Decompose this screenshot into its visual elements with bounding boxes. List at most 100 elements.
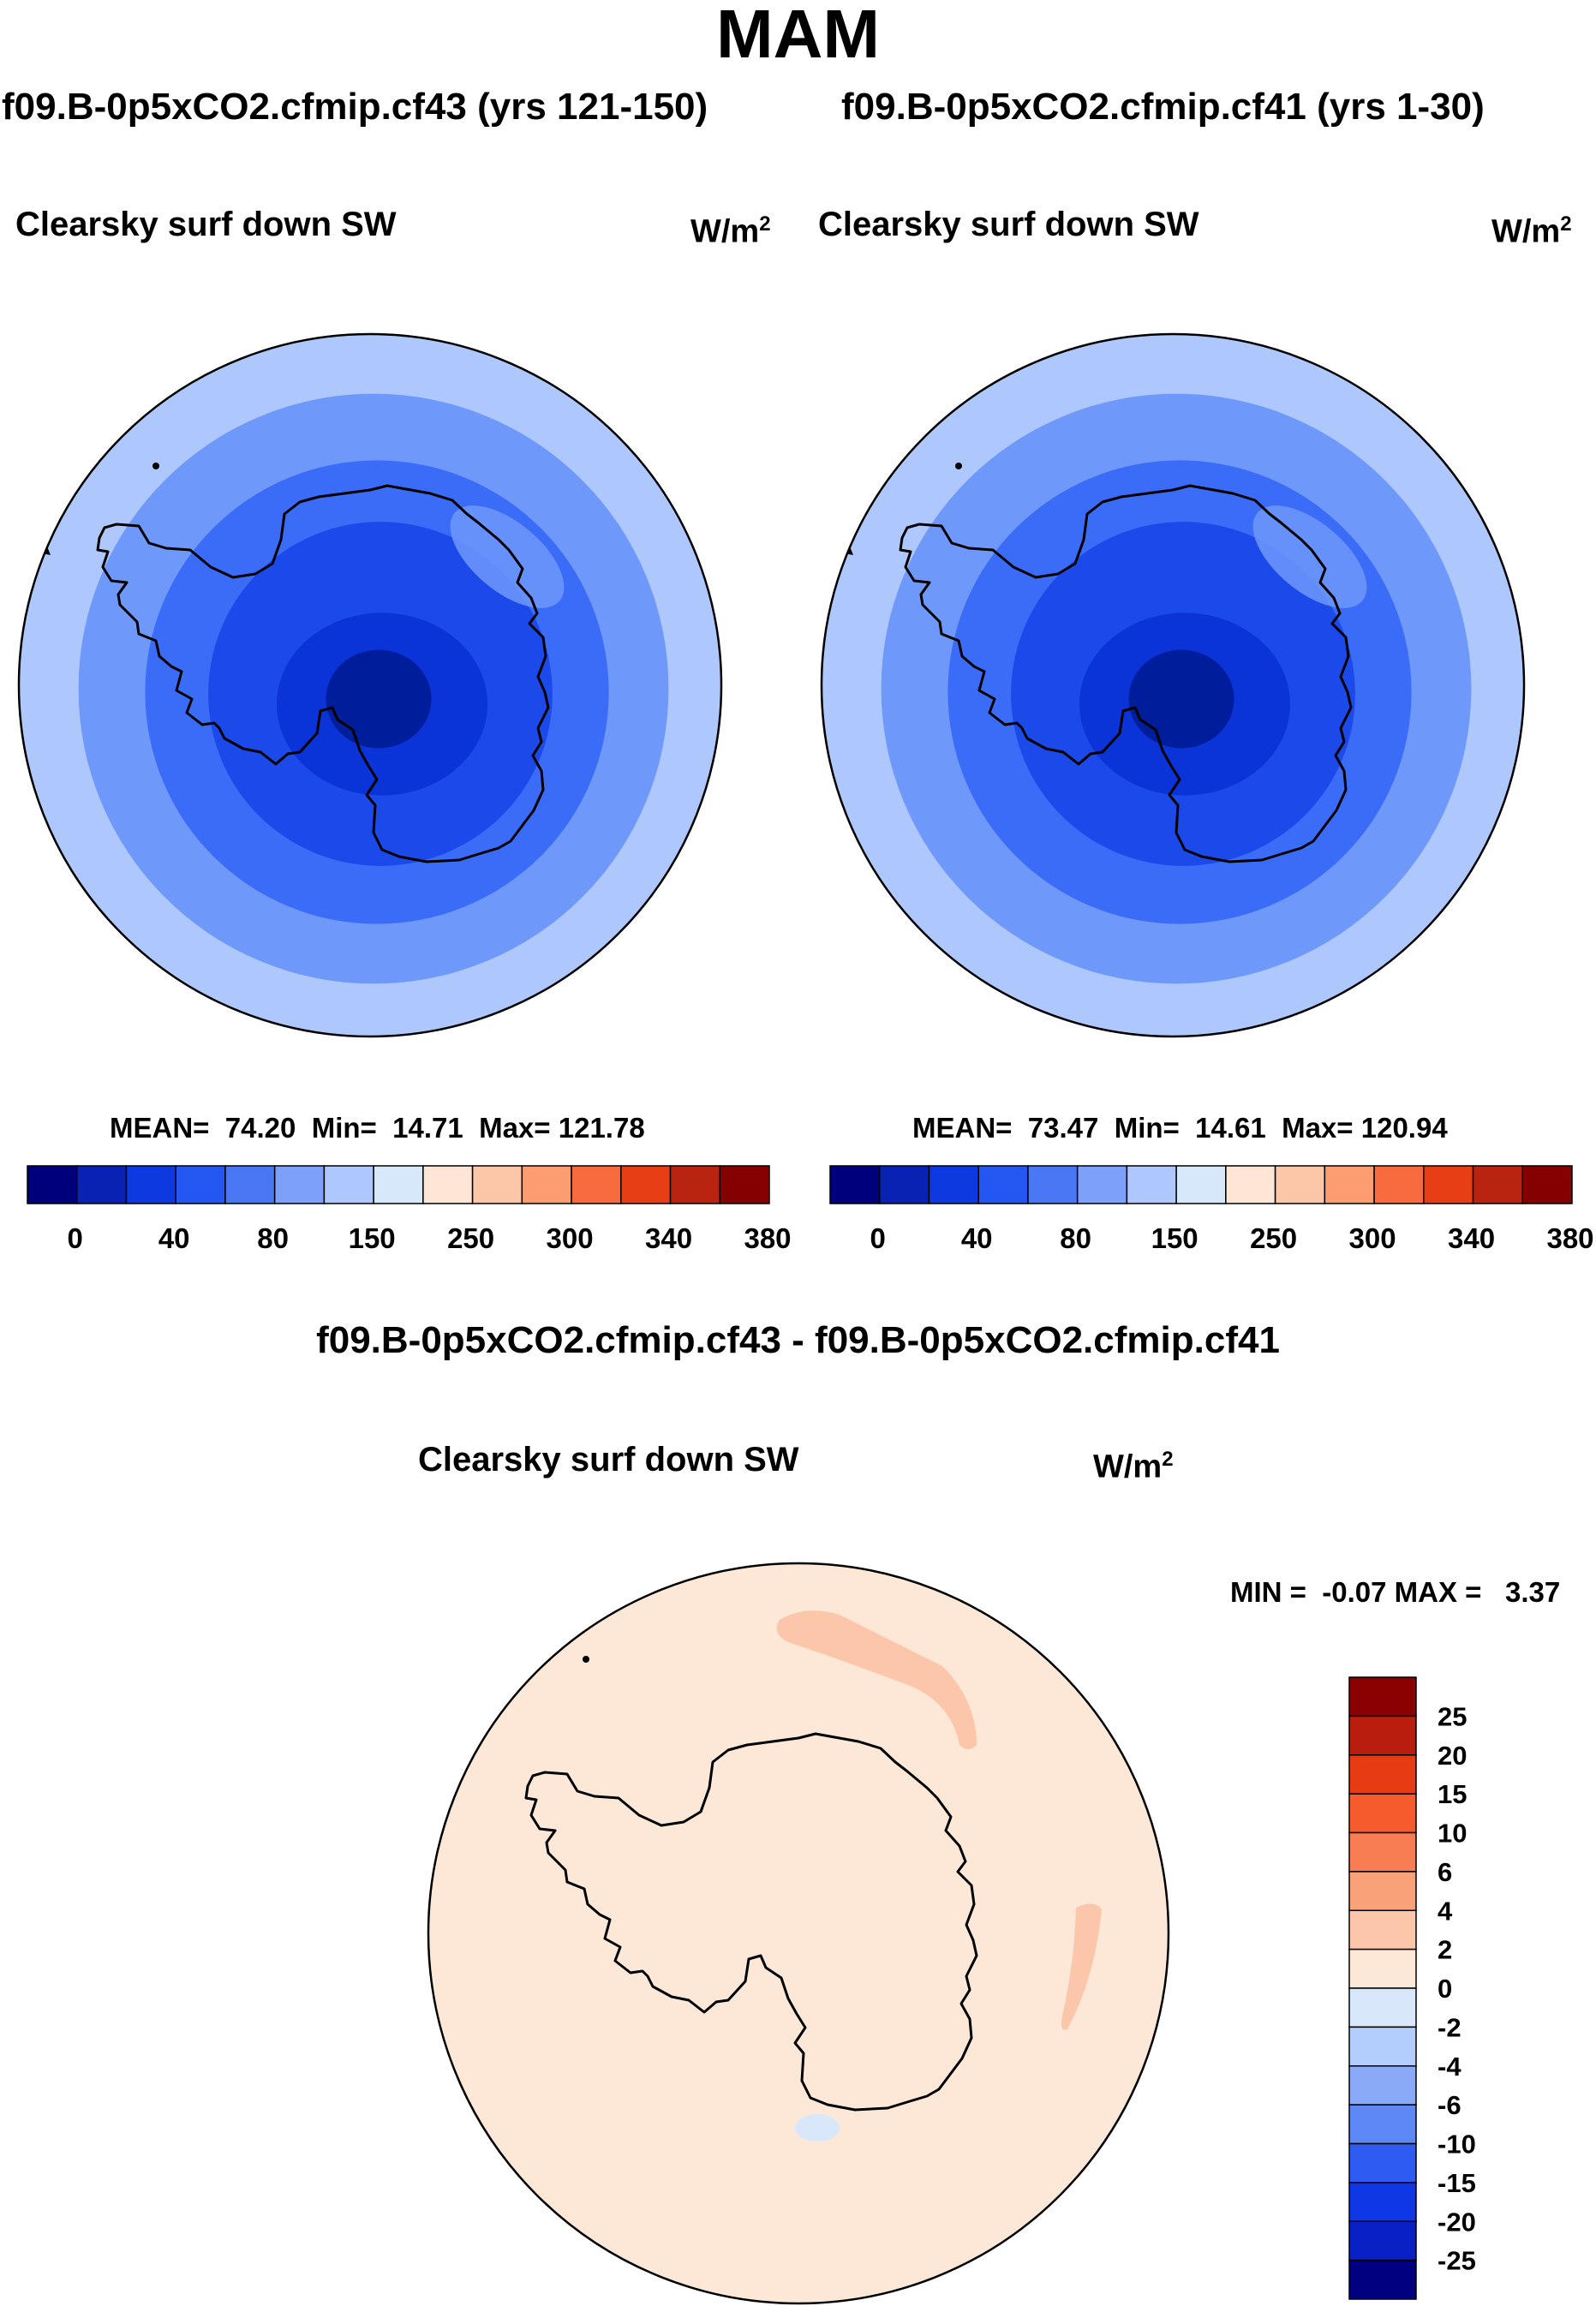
max-value: 121.78 bbox=[558, 1112, 645, 1144]
panel-1-variable: Clearsky surf down SW bbox=[15, 206, 397, 243]
contour-band bbox=[1252, 505, 1367, 608]
min-value: -0.07 bbox=[1322, 1576, 1387, 1608]
negative-anomaly bbox=[795, 2114, 840, 2142]
contour-fill bbox=[19, 334, 721, 1037]
colorbar-tick-label: 6 bbox=[1438, 1857, 1452, 1887]
positive-anomaly bbox=[1061, 1903, 1102, 2030]
island bbox=[583, 1656, 589, 1663]
colorbar-tick-label: 340 bbox=[645, 1222, 692, 1254]
min-value: 14.71 bbox=[392, 1112, 463, 1144]
colorbar-box bbox=[224, 1165, 276, 1204]
colorbar-tick-label: 4 bbox=[1438, 1896, 1453, 1926]
colorbar-tick-label: 2 bbox=[1438, 1935, 1452, 1965]
colorbar-tick-label: 150 bbox=[349, 1222, 396, 1254]
contour-fill bbox=[822, 334, 1524, 1037]
island bbox=[152, 463, 159, 469]
colorbar-tick-label: 250 bbox=[447, 1222, 494, 1254]
colorbar-tick-label: 250 bbox=[1250, 1222, 1297, 1254]
colorbar-tick-label: 300 bbox=[1349, 1222, 1396, 1254]
colorbar-box bbox=[422, 1165, 474, 1204]
max-label: MAX = bbox=[1394, 1576, 1482, 1608]
colorbar-2: 0 40 80 150 250 300 340 380 bbox=[829, 1165, 1594, 1254]
colorbar-box bbox=[928, 1165, 979, 1204]
units-base: W/m bbox=[1093, 1449, 1163, 1485]
colorbar-box bbox=[571, 1165, 622, 1204]
units-base: W/m bbox=[690, 213, 760, 250]
colorbar-box bbox=[75, 1165, 128, 1204]
panel-1-title: f09.B-0p5xCO2.cfmip.cf43 (yrs 121-150) bbox=[2, 86, 708, 128]
colorbar-box bbox=[1348, 1871, 1417, 1911]
colorbar-box bbox=[373, 1165, 424, 1204]
colorbar-box bbox=[1348, 1987, 1417, 2028]
colorbar-1: 0 40 80 150 250 300 340 380 bbox=[27, 1165, 792, 1254]
colorbar-tick-label: -2 bbox=[1438, 2012, 1462, 2042]
mean-label: MEAN= bbox=[912, 1112, 1013, 1144]
colorbar-box bbox=[1274, 1165, 1326, 1204]
mean-value: 73.47 bbox=[1027, 1112, 1099, 1144]
panel-1-stats: MEAN= 74.20 Min= 14.71 Max= 121.78 bbox=[110, 1112, 645, 1144]
colorbar-box bbox=[1348, 1831, 1417, 1873]
units-exponent: 2 bbox=[1560, 212, 1572, 236]
colorbar-tick-label: -15 bbox=[1438, 2168, 1476, 2198]
panel-2-title: f09.B-0p5xCO2.cfmip.cf41 (yrs 1-30) bbox=[841, 86, 1485, 128]
colorbar-tick-label: 150 bbox=[1151, 1222, 1198, 1254]
colorbar-tick-label: 15 bbox=[1438, 1779, 1467, 1809]
colorbar-box bbox=[1348, 1715, 1417, 1756]
contour-fill bbox=[428, 1563, 1169, 2303]
island bbox=[955, 463, 962, 469]
colorbar-box bbox=[1521, 1165, 1573, 1204]
colorbar-box bbox=[878, 1165, 930, 1204]
colorbar-box bbox=[27, 1165, 78, 1204]
colorbar-tick-label: 10 bbox=[1438, 1819, 1467, 1849]
map-border bbox=[427, 1562, 1170, 2305]
colorbar-box bbox=[1348, 1793, 1417, 1834]
contour-band bbox=[1128, 649, 1234, 749]
contour-band bbox=[428, 1563, 1169, 2303]
colorbar-box bbox=[1472, 1165, 1524, 1204]
colorbar-box bbox=[521, 1165, 572, 1204]
max-label: Max= bbox=[1282, 1112, 1354, 1144]
colorbar-box bbox=[1348, 2182, 1417, 2222]
max-label: Max= bbox=[479, 1112, 551, 1144]
diff-units: W/m2 bbox=[1093, 1448, 1174, 1486]
panel-1-units: W/m2 bbox=[690, 212, 771, 251]
colorbar-box bbox=[471, 1165, 523, 1204]
colorbar-tick-label: 20 bbox=[1438, 1741, 1467, 1771]
colorbar-box bbox=[1348, 2220, 1417, 2261]
colorbar-tick-label: -4 bbox=[1438, 2052, 1462, 2082]
min-label: Min= bbox=[311, 1112, 377, 1144]
colorbar-tick-label: -20 bbox=[1438, 2207, 1476, 2237]
units-exponent: 2 bbox=[759, 212, 771, 236]
colorbar-box bbox=[1348, 2259, 1417, 2300]
colorbar-tick-label: 0 bbox=[68, 1222, 83, 1254]
colorbar-box bbox=[1348, 2142, 1417, 2184]
colorbar-tick-label: 0 bbox=[1438, 1974, 1452, 2004]
max-value: 3.37 bbox=[1504, 1576, 1561, 1608]
colorbar-tick-label: 340 bbox=[1448, 1222, 1495, 1254]
colorbar-tick-label: 380 bbox=[744, 1222, 791, 1254]
colorbar-box bbox=[620, 1165, 672, 1204]
polar-map-2 bbox=[820, 332, 1526, 1038]
colorbar-box bbox=[175, 1165, 226, 1204]
colorbar-tick-label: 40 bbox=[961, 1222, 993, 1254]
colorbar-box bbox=[125, 1165, 176, 1204]
colorbar-tick-label: 40 bbox=[158, 1222, 190, 1254]
colorbar-tick-label: -10 bbox=[1438, 2130, 1476, 2160]
colorbar-tick-label: 80 bbox=[1060, 1222, 1091, 1254]
colorbar-box bbox=[1175, 1165, 1227, 1204]
colorbar-tick-label: 300 bbox=[547, 1222, 594, 1254]
colorbar-box bbox=[1348, 1676, 1417, 1718]
colorbar-tick-label: 25 bbox=[1438, 1701, 1467, 1731]
positive-anomaly bbox=[776, 1610, 977, 1749]
colorbar-box bbox=[669, 1165, 721, 1204]
colorbar-box bbox=[829, 1165, 881, 1204]
min-label: MIN = bbox=[1230, 1576, 1306, 1608]
colorbar-box bbox=[273, 1165, 326, 1204]
colorbar-box bbox=[1348, 2065, 1417, 2106]
panel-2-stats: MEAN= 73.47 Min= 14.61 Max= 120.94 bbox=[912, 1112, 1448, 1144]
panel-2-variable: Clearsky surf down SW bbox=[818, 206, 1199, 243]
colorbar-tick-label: -6 bbox=[1438, 2090, 1462, 2120]
min-label: Min= bbox=[1114, 1112, 1180, 1144]
colorbar-tick-label: 80 bbox=[257, 1222, 289, 1254]
